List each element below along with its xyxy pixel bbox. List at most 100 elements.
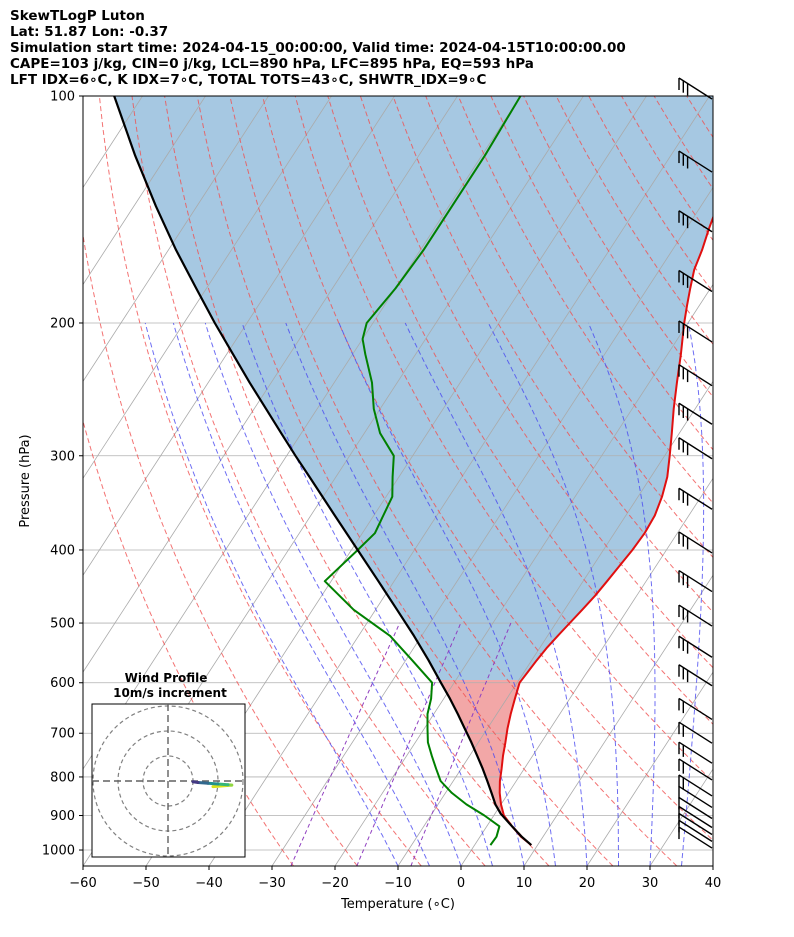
dry-adiabat-line: [392, 96, 713, 613]
dry-adiabat-line: [425, 96, 713, 559]
wind-barb: [678, 721, 713, 744]
x-tick-label: 10: [516, 876, 533, 891]
dry-adiabat-line: [131, 96, 486, 866]
location-coordinates: Lat: 51.87 Lon: -0.37: [10, 24, 169, 40]
chart-header: SkewTLogP Luton Lat: 51.87 Lon: -0.37 Si…: [10, 8, 626, 88]
y-tick-label: 300: [50, 449, 75, 464]
y-tick-label: 1000: [42, 844, 75, 859]
y-tick-label: 200: [50, 316, 75, 331]
temperature-profile-line: [498, 214, 713, 846]
isotherm-line: [460, 477, 713, 866]
hodograph-segment: [196, 781, 210, 785]
y-tick-label: 700: [50, 727, 75, 742]
wind-barb: [678, 758, 713, 781]
isotherm-line: [83, 96, 395, 576]
y-tick-label: 100: [50, 90, 75, 105]
wind-barb: [678, 364, 713, 387]
wind-barb: [678, 531, 713, 554]
simulation-times: Simulation start time: 2024-04-15_00:00:…: [10, 40, 626, 56]
wind-barb: [678, 774, 713, 797]
mixing-ratio-line: [410, 622, 512, 866]
wind-barb: [678, 741, 713, 764]
dry-adiabat-line: [785, 96, 794, 866]
wind-barb: [678, 150, 713, 173]
isotherm-line: [586, 671, 713, 866]
cape-area: [114, 96, 713, 680]
x-tick-label: −40: [195, 876, 222, 891]
moist-adiabat-line: [404, 322, 588, 866]
x-tick-label: −50: [132, 876, 159, 891]
hodograph-segment: [206, 781, 220, 786]
x-tick-label: −10: [384, 876, 411, 891]
hodograph-segment: [216, 782, 230, 787]
wind-barb: [678, 569, 713, 593]
isotherm-line: [523, 574, 713, 866]
wind-barb: [678, 402, 713, 425]
isotherm-line: [334, 283, 713, 866]
y-tick-label: 900: [50, 809, 75, 824]
hodograph-title: Wind Profile: [125, 671, 208, 685]
x-tick-label: −30: [258, 876, 285, 891]
moist-adiabat-line: [241, 322, 493, 866]
wind-barb: [678, 320, 713, 343]
stability-indices-cape: CAPE=103 j/kg, CIN=0 j/kg, LCL=890 hPa, …: [10, 56, 534, 72]
parcel-profile-line: [113, 96, 533, 846]
isotherm-line: [271, 186, 713, 866]
moist-adiabat-line: [487, 322, 619, 866]
x-axis-label: Temperature (∘C): [340, 897, 455, 912]
isotherm-line: [83, 96, 332, 480]
moist-adiabat-line: [204, 322, 462, 866]
dry-adiabat-line: [229, 96, 678, 866]
y-tick-label: 400: [50, 543, 75, 558]
isotherm-line: [0, 96, 17, 866]
stability-indices-lifted: LFT IDX=6∘C, K IDX=7∘C, TOTAL TOTS=43∘C,…: [10, 72, 487, 88]
wind-barb: [678, 664, 713, 687]
dry-adiabat-line: [262, 96, 713, 841]
isotherm-line: [776, 96, 794, 866]
isotherm-line: [0, 96, 80, 866]
x-tick-label: 0: [457, 876, 465, 891]
x-tick-label: 40: [705, 876, 722, 891]
x-tick-label: 30: [642, 876, 659, 891]
dry-adiabat-line: [83, 232, 358, 866]
isotherm-line: [83, 96, 269, 383]
wind-barb: [678, 269, 713, 293]
dry-adiabat-line: [294, 96, 713, 783]
dry-adiabat-line: [719, 96, 794, 866]
moist-adiabat-line: [712, 862, 713, 866]
isotherm-line: [208, 96, 710, 866]
y-tick-label: 600: [50, 676, 75, 691]
wind-barb: [678, 785, 713, 809]
hodograph-subtitle: 10m/s increment: [113, 686, 227, 700]
wind-barb: [678, 437, 713, 460]
isotherm-line: [712, 865, 713, 866]
isotherm-line: [83, 96, 206, 286]
dry-adiabat-line: [83, 419, 294, 866]
moist-adiabat-line: [172, 322, 430, 866]
mixing-ratio-line: [290, 622, 401, 866]
y-tick-label: 500: [50, 617, 75, 632]
dry-adiabat-line: [196, 96, 614, 866]
moist-adiabat-line: [681, 322, 705, 866]
isotherm-line: [83, 96, 458, 673]
x-tick-label: −60: [69, 876, 96, 891]
mixing-ratio-line: [356, 622, 462, 866]
dry-adiabat-line: [359, 96, 713, 669]
dry-adiabat-line: [164, 96, 550, 866]
moist-adiabat-line: [587, 322, 656, 866]
x-tick-label: 20: [579, 876, 596, 891]
dry-adiabat-line: [457, 96, 713, 504]
y-tick-label: 800: [50, 770, 75, 785]
dewpoint-profile-line: [323, 96, 522, 846]
y-axis-label: Pressure (hPa): [18, 434, 33, 527]
isotherm-line: [397, 380, 713, 866]
moist-adiabat-line: [144, 322, 399, 866]
wind-barb: [678, 604, 713, 627]
moist-adiabat-line: [338, 322, 556, 866]
dry-adiabat-line: [752, 96, 794, 866]
chart-title: SkewTLogP Luton: [10, 8, 145, 24]
x-tick-label: −20: [321, 876, 348, 891]
wind-barb: [678, 210, 713, 233]
moist-adiabat-line: [285, 322, 525, 866]
